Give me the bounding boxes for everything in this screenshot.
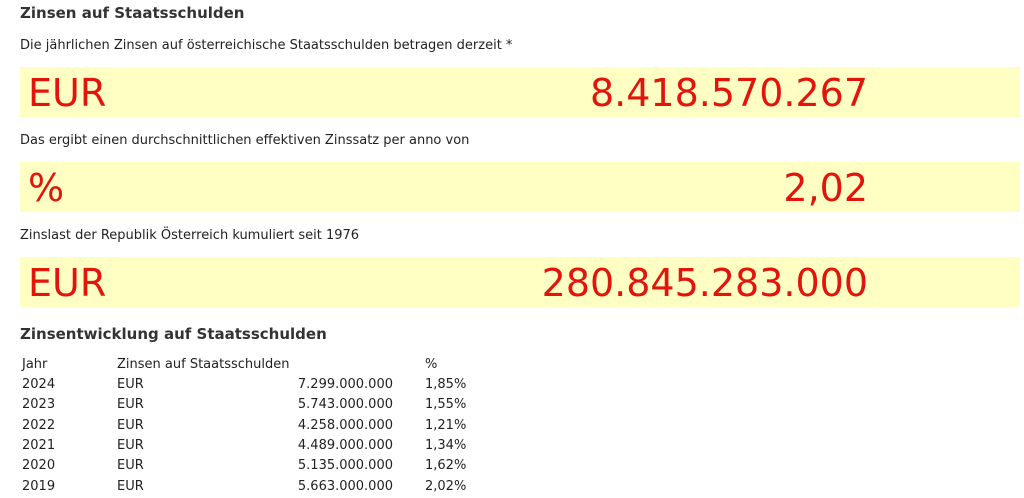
- amount: 5.743.000.000: [297, 397, 393, 413]
- section-label: Zinslast der Republik Österreich kumulie…: [20, 228, 360, 243]
- amount: 5.135.000.000: [297, 458, 393, 474]
- unit: EUR: [117, 377, 144, 392]
- table-title: Zinsentwicklung auf Staatsschulden: [20, 325, 327, 343]
- unit: EUR: [117, 397, 144, 413]
- unit: EUR: [117, 478, 144, 494]
- year: 2022: [22, 417, 56, 433]
- rate: 2,02%: [425, 478, 467, 494]
- value-box: % 2,02: [20, 162, 1020, 212]
- amount: 7.299.000.000: [297, 377, 393, 392]
- amount: 5.663.000.000: [297, 478, 393, 494]
- section-label: Die jährlichen Zinsen auf österreichisch…: [20, 38, 513, 53]
- amount: 4.258.000.000: [297, 417, 393, 433]
- value-box: EUR 8.418.570.267: [20, 67, 1020, 117]
- year: 2019: [22, 478, 56, 494]
- unit: EUR: [117, 437, 144, 453]
- year: 2023: [22, 397, 56, 413]
- rate: 1,85%: [425, 377, 467, 392]
- unit: EUR: [117, 417, 144, 433]
- unit: EUR: [28, 261, 107, 305]
- column-header: %: [425, 357, 438, 372]
- section-label: Das ergibt einen durchschnittlichen effe…: [20, 133, 470, 148]
- rate: 1,21%: [425, 417, 467, 433]
- year: 2021: [22, 437, 56, 453]
- year: 2024: [22, 377, 56, 392]
- amount: 4.489.000.000: [297, 437, 393, 453]
- rate: 1,62%: [425, 458, 467, 474]
- amount: 2,02: [783, 166, 868, 210]
- unit: EUR: [117, 458, 144, 474]
- value-box: EUR 280.845.283.000: [20, 257, 1020, 307]
- amount: 280.845.283.000: [541, 261, 868, 305]
- title: Zinsen auf Staatsschulden: [20, 4, 245, 22]
- unit: EUR: [28, 71, 107, 115]
- rate: 1,55%: [425, 397, 467, 413]
- column-header: Jahr: [22, 357, 48, 372]
- unit: %: [28, 166, 65, 210]
- year: 2020: [22, 458, 56, 474]
- amount: 8.418.570.267: [589, 71, 868, 115]
- rate: 1,34%: [425, 437, 467, 453]
- column-header: Zinsen auf Staatsschulden: [117, 357, 290, 372]
